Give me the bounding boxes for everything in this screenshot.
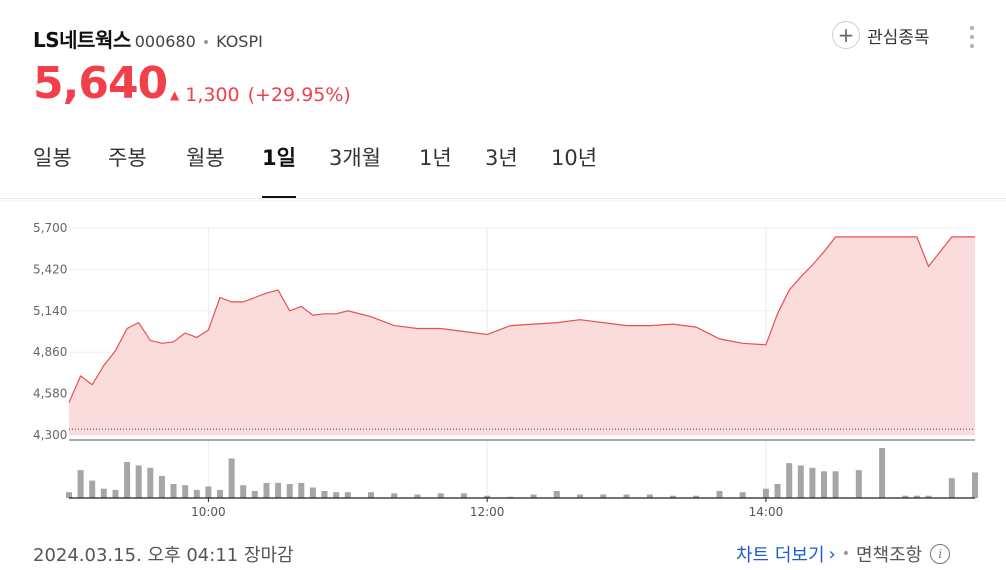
- volume-bar: [821, 471, 827, 498]
- y-tick-label: 4,300: [33, 428, 67, 442]
- volume-bar: [902, 495, 909, 498]
- volume-bar: [158, 475, 165, 498]
- volume-bar: [170, 484, 177, 498]
- y-tick-label: 5,140: [33, 304, 67, 318]
- volume-bar: [762, 488, 769, 498]
- volume-bar: [913, 495, 920, 498]
- volume-bar: [286, 484, 293, 498]
- volume-bar: [77, 470, 84, 498]
- volume-bar: [623, 494, 630, 498]
- price-chart[interactable]: 5,700 5,420 5,140 4,860 4,580 4,300 10:00 12:00…: [0, 200, 1006, 525]
- volume-bar: [797, 465, 804, 498]
- volume-bar: [646, 494, 653, 498]
- market-name: KOSPI: [216, 32, 263, 51]
- volume-bar: [774, 484, 781, 498]
- volume-bar: [391, 493, 398, 498]
- y-tick-label: 4,860: [33, 345, 67, 359]
- x-tick-label: 14:00: [749, 505, 784, 519]
- volume-bar: [100, 488, 107, 498]
- current-price: 5,640: [33, 58, 168, 109]
- volume-bar: [321, 491, 328, 498]
- volume-bar: [275, 482, 282, 498]
- favorite-label: 관심종목: [867, 27, 930, 48]
- volume-bar: [855, 470, 862, 498]
- volume-bar: [739, 492, 746, 498]
- volume-bar: [600, 494, 607, 498]
- volume-bar: [182, 485, 189, 498]
- disclaimer-link[interactable]: 면책조항: [856, 545, 923, 566]
- volume-bar: [135, 465, 142, 498]
- volume-bar: [228, 458, 235, 498]
- volume-bar: [333, 492, 340, 498]
- volume-bar: [147, 467, 154, 498]
- volume-bar: [484, 495, 491, 498]
- volume-bar: [925, 495, 932, 498]
- chart-more-link[interactable]: 차트 더보기: [736, 545, 825, 566]
- volume-bar: [89, 480, 96, 498]
- volume-bar: [240, 485, 247, 498]
- volume-bar: [205, 486, 212, 498]
- plus-icon: +: [832, 21, 860, 49]
- tab-1day[interactable]: 1일: [262, 142, 296, 198]
- tab-monthly[interactable]: 월봉: [186, 146, 225, 170]
- chevron-right-icon[interactable]: ›: [828, 543, 836, 565]
- tab-3months[interactable]: 3개월: [329, 146, 382, 170]
- period-tabs: 일봉 주봉 월봉 1일 3개월 1년 3년 10년: [0, 142, 1006, 199]
- volume-bar: [786, 463, 793, 498]
- volume-bar: [577, 494, 584, 498]
- y-tick-label: 4,580: [33, 387, 67, 401]
- volume-bar: [716, 491, 723, 498]
- separator-dot: •: [841, 546, 850, 562]
- volume-bar: [193, 489, 200, 498]
- volume-bar: [368, 492, 374, 498]
- volume-bar: [309, 487, 316, 498]
- price-change: ▲ 1,300 (+29.95%): [170, 84, 351, 106]
- change-percent: (+29.95%): [247, 84, 351, 106]
- tab-3years[interactable]: 3년: [485, 146, 518, 170]
- volume-bar: [670, 495, 676, 498]
- volume-bar: [972, 472, 978, 498]
- info-icon[interactable]: i: [930, 544, 951, 564]
- tab-1year[interactable]: 1년: [419, 146, 452, 170]
- volume-bar: [298, 482, 305, 498]
- y-tick-label: 5,700: [33, 221, 67, 235]
- separator-dot: •: [201, 35, 211, 51]
- change-amount: 1,300: [185, 84, 240, 106]
- price-line: [68, 236, 975, 403]
- volume-bar: [251, 491, 258, 498]
- volume-bar: [693, 495, 700, 498]
- tab-weekly[interactable]: 주봉: [108, 146, 147, 170]
- volume-bar: [437, 493, 444, 498]
- volume-bar: [809, 467, 816, 498]
- add-favorite-button[interactable]: + 관심종목: [832, 21, 930, 49]
- y-tick-label: 5,420: [33, 262, 67, 276]
- more-options-icon[interactable]: [969, 26, 975, 48]
- market-close-timestamp: 2024.03.15. 오후 04:11 장마감: [33, 545, 294, 566]
- stock-header: LS네트웍스 000680 • KOSPI: [33, 24, 263, 54]
- footer-links: 차트 더보기 › • 면책조항 i: [736, 541, 951, 567]
- volume-bar: [832, 471, 839, 498]
- volume-bar: [948, 478, 955, 498]
- volume-bar: [879, 448, 886, 498]
- volume-bar: [124, 462, 131, 498]
- volume-bar: [263, 482, 270, 498]
- stock-name[interactable]: LS네트웍스: [33, 28, 131, 52]
- volume-bar: [460, 493, 467, 498]
- volume-bar: [344, 492, 351, 498]
- volume-bar: [530, 494, 537, 498]
- volume-bar: [66, 492, 72, 498]
- volume-bar: [553, 491, 560, 498]
- x-tick-label: 12:00: [470, 505, 505, 519]
- price-area: [69, 236, 975, 435]
- stock-code: 000680: [134, 32, 196, 51]
- volume-bar: [112, 489, 119, 498]
- up-arrow-icon: ▲: [170, 88, 180, 102]
- tab-10years[interactable]: 10년: [551, 146, 598, 170]
- x-tick-label: 10:00: [191, 505, 226, 519]
- volume-bar: [414, 494, 421, 498]
- volume-bar: [217, 489, 223, 498]
- tab-daily[interactable]: 일봉: [33, 146, 72, 170]
